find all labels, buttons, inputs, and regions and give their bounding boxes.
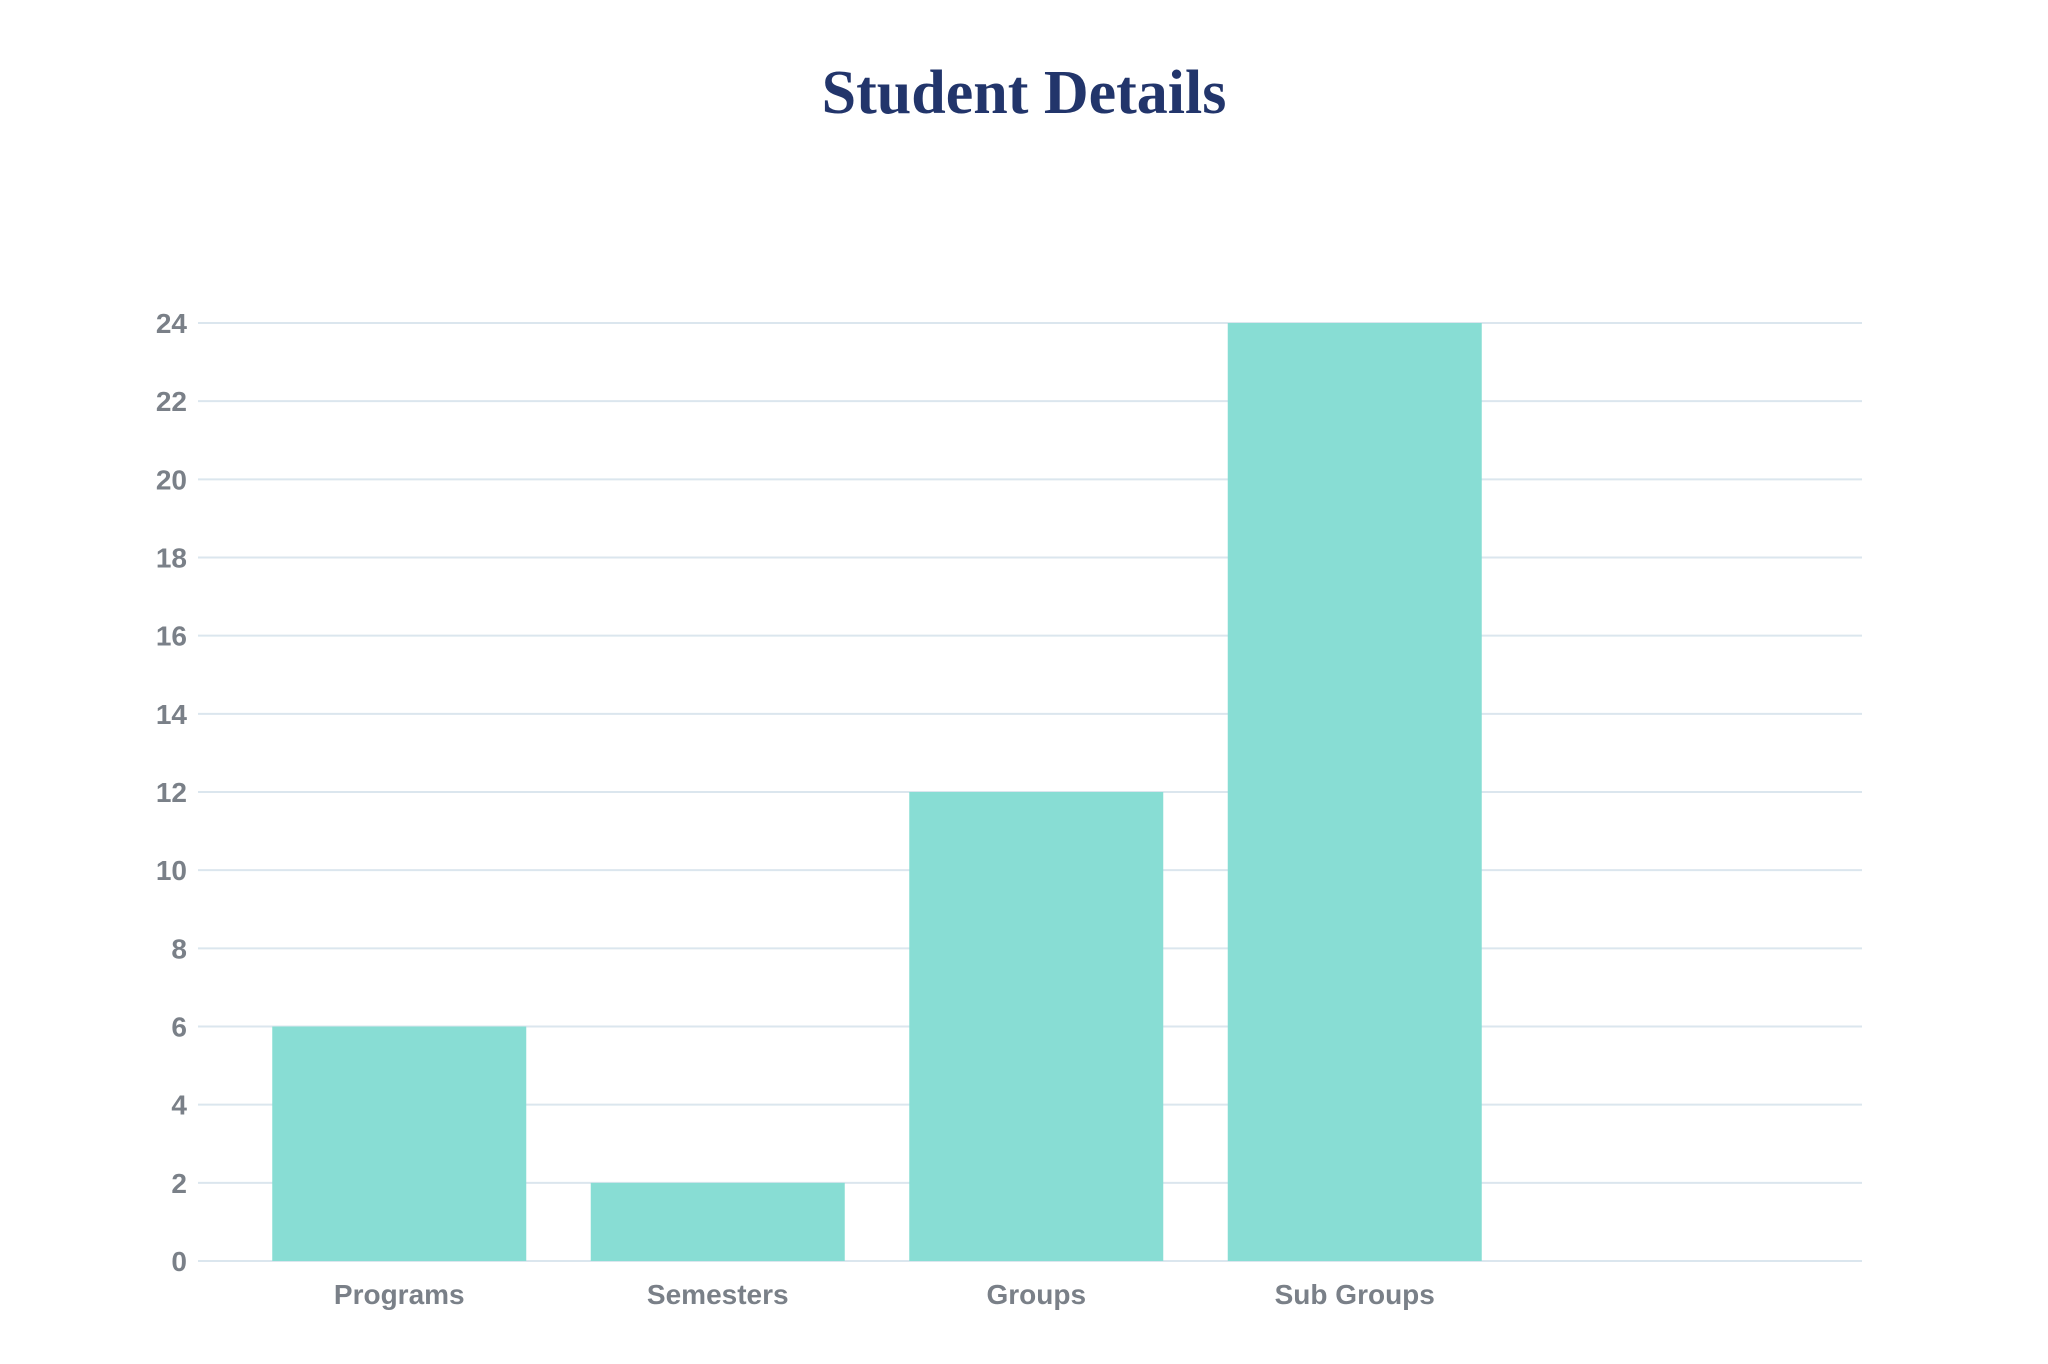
y-tick-label: 4 <box>171 1090 187 1121</box>
y-tick-label: 8 <box>171 933 187 964</box>
y-tick-label: 12 <box>156 777 187 808</box>
x-category-label: Semesters <box>647 1279 789 1310</box>
y-tick-label: 20 <box>156 464 187 495</box>
bar-semesters <box>590 1182 845 1261</box>
y-tick-label: 6 <box>171 1012 187 1043</box>
y-tick-label: 10 <box>156 855 187 886</box>
y-tick-label: 14 <box>156 699 188 730</box>
y-tick-label: 16 <box>156 621 187 652</box>
y-tick-label: 0 <box>171 1246 187 1277</box>
bar-groups <box>909 792 1164 1261</box>
x-category-label: Groups <box>986 1279 1086 1310</box>
x-axis-labels: Programs Semesters Groups Sub Groups <box>334 1279 1435 1310</box>
bar-programs <box>272 1026 527 1261</box>
bar-sub-groups <box>1227 323 1482 1261</box>
x-category-label: Sub Groups <box>1275 1279 1435 1310</box>
x-category-label: Programs <box>334 1279 465 1310</box>
y-tick-label: 24 <box>156 308 188 339</box>
y-tick-label: 22 <box>156 386 187 417</box>
y-tick-label: 2 <box>171 1168 187 1199</box>
chart-title: Student Details <box>821 59 1227 127</box>
y-tick-label: 18 <box>156 543 187 574</box>
bars <box>272 323 1482 1261</box>
